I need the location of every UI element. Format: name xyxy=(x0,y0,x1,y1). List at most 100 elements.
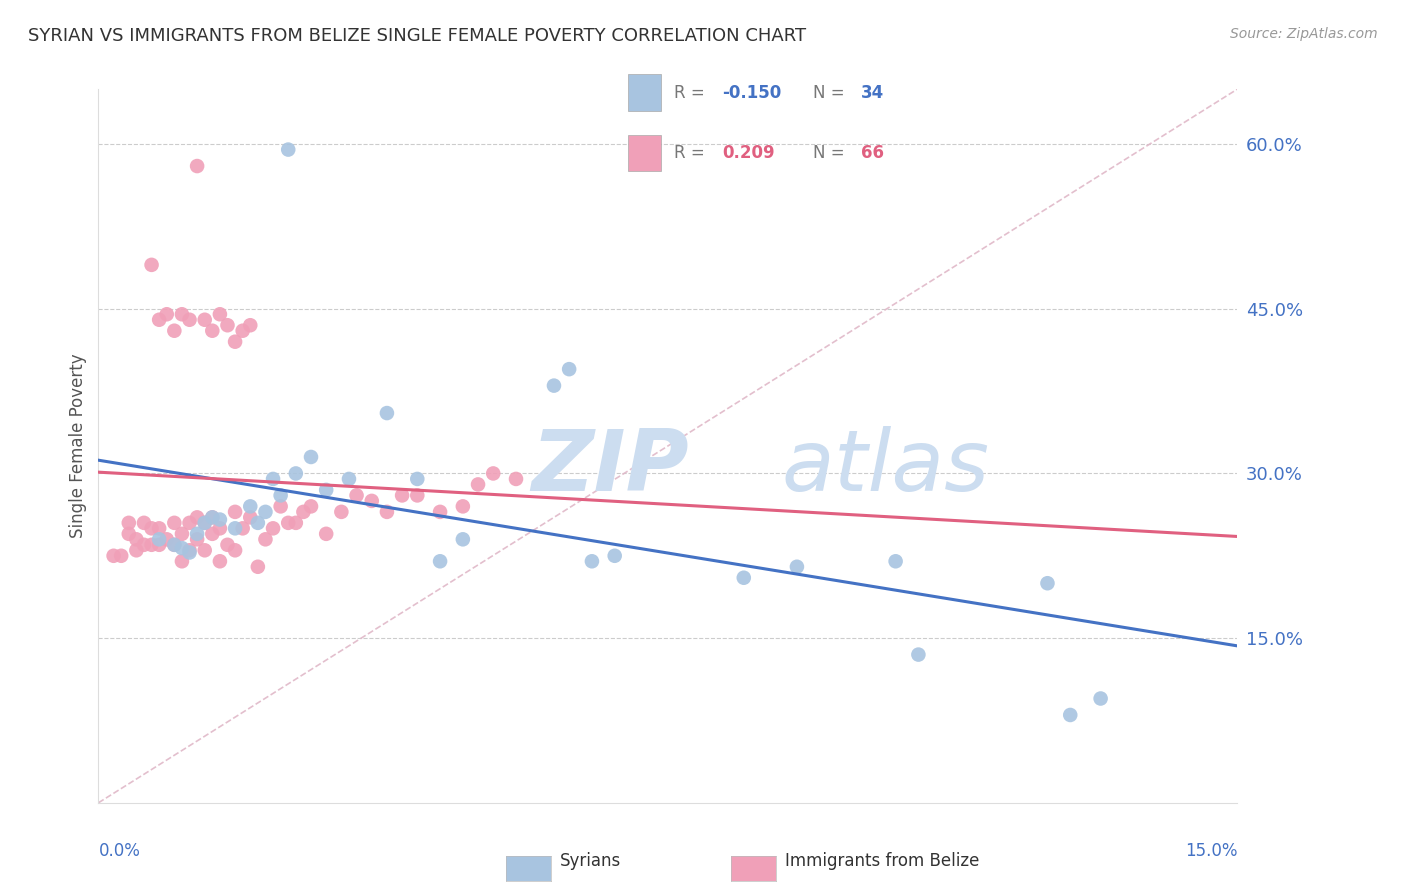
Point xyxy=(110,549,132,563)
Point xyxy=(201,324,224,338)
Point xyxy=(163,324,186,338)
Point xyxy=(558,362,581,376)
FancyBboxPatch shape xyxy=(628,75,661,111)
Point xyxy=(208,307,231,321)
Point xyxy=(179,543,201,558)
Point xyxy=(270,500,292,514)
Point xyxy=(467,477,489,491)
Text: atlas: atlas xyxy=(782,425,990,509)
Point xyxy=(125,533,148,547)
Point xyxy=(429,554,451,568)
Text: N =: N = xyxy=(813,84,849,102)
Text: R =: R = xyxy=(673,144,710,161)
Text: 0.0%: 0.0% xyxy=(98,842,141,860)
Point xyxy=(1036,576,1059,591)
Point xyxy=(148,312,170,326)
Text: Source: ZipAtlas.com: Source: ZipAtlas.com xyxy=(1230,27,1378,41)
Point xyxy=(907,648,929,662)
Point xyxy=(581,554,603,568)
Point xyxy=(170,554,193,568)
Point xyxy=(315,526,337,541)
Point xyxy=(132,538,155,552)
Point xyxy=(163,538,186,552)
Text: N =: N = xyxy=(813,144,849,161)
Point xyxy=(543,378,565,392)
Point xyxy=(254,505,277,519)
Point xyxy=(451,500,474,514)
Point xyxy=(346,488,368,502)
Point xyxy=(217,318,239,333)
Text: 66: 66 xyxy=(860,144,884,161)
Point xyxy=(156,533,179,547)
Point xyxy=(224,505,246,519)
Point xyxy=(1059,708,1081,723)
Point xyxy=(239,500,262,514)
Point xyxy=(262,472,284,486)
Point xyxy=(132,516,155,530)
Point xyxy=(246,559,269,574)
Point xyxy=(270,488,292,502)
Point xyxy=(277,516,299,530)
Point xyxy=(224,543,246,558)
FancyBboxPatch shape xyxy=(628,135,661,171)
Point xyxy=(1090,691,1112,706)
Point xyxy=(179,312,201,326)
Point xyxy=(194,516,217,530)
Point xyxy=(224,334,246,349)
Point xyxy=(330,505,353,519)
Point xyxy=(232,324,254,338)
Point xyxy=(284,516,307,530)
Point xyxy=(406,488,429,502)
Text: 34: 34 xyxy=(860,84,884,102)
Point xyxy=(375,505,398,519)
Text: ZIP: ZIP xyxy=(531,425,689,509)
Point xyxy=(208,521,231,535)
Point xyxy=(186,526,208,541)
Point xyxy=(148,521,170,535)
Text: -0.150: -0.150 xyxy=(723,84,782,102)
Point xyxy=(125,543,148,558)
Point xyxy=(239,318,262,333)
Point xyxy=(208,512,231,526)
Point xyxy=(315,483,337,497)
Point xyxy=(884,554,907,568)
Point xyxy=(262,521,284,535)
Point xyxy=(337,472,360,486)
Point xyxy=(201,510,224,524)
Point xyxy=(451,533,474,547)
Point xyxy=(103,549,125,563)
Point xyxy=(141,538,163,552)
Point xyxy=(277,143,299,157)
Point xyxy=(148,538,170,552)
Point xyxy=(179,545,201,559)
Point xyxy=(186,159,208,173)
Point xyxy=(254,533,277,547)
Point xyxy=(156,307,179,321)
Point xyxy=(224,521,246,535)
Point xyxy=(391,488,413,502)
Point xyxy=(163,538,186,552)
Point xyxy=(118,526,141,541)
Point xyxy=(284,467,307,481)
Point xyxy=(201,510,224,524)
Point xyxy=(194,543,217,558)
Point xyxy=(186,533,208,547)
Point xyxy=(148,533,170,547)
Point xyxy=(170,541,193,555)
Point xyxy=(786,559,808,574)
Point xyxy=(170,526,193,541)
Point xyxy=(179,516,201,530)
Point xyxy=(406,472,429,486)
Point xyxy=(360,494,382,508)
Point xyxy=(299,500,322,514)
Point xyxy=(429,505,451,519)
Text: Syrians: Syrians xyxy=(560,852,621,870)
Point xyxy=(141,258,163,272)
Point xyxy=(170,307,193,321)
Point xyxy=(482,467,505,481)
Point xyxy=(292,505,315,519)
Point xyxy=(246,516,269,530)
Point xyxy=(232,521,254,535)
Point xyxy=(733,571,755,585)
Text: R =: R = xyxy=(673,84,710,102)
